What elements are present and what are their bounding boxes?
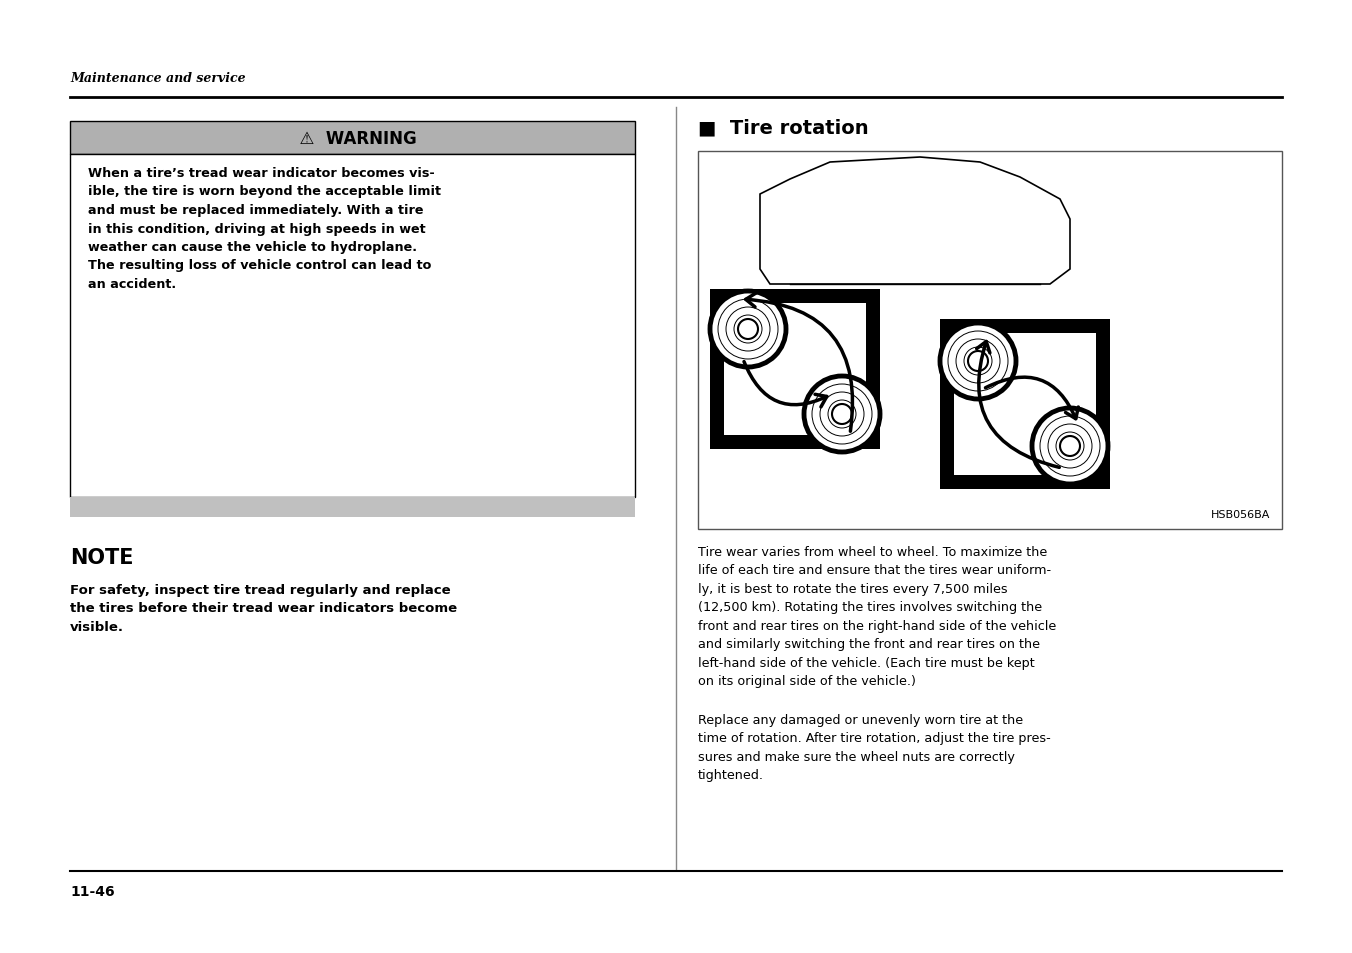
Text: Tire wear varies from wheel to wheel. To maximize the
life of each tire and ensu: Tire wear varies from wheel to wheel. To…	[698, 545, 1056, 688]
Text: When a tire’s tread wear indicator becomes vis-
ible, the tire is worn beyond th: When a tire’s tread wear indicator becom…	[88, 167, 441, 291]
Circle shape	[1060, 436, 1080, 456]
Text: HSB056BA: HSB056BA	[1210, 510, 1270, 519]
Bar	[698, 152, 1282, 530]
Text: ■  Tire rotation: ■ Tire rotation	[698, 118, 868, 137]
Text: 11-46: 11-46	[70, 884, 115, 898]
Text: ⚠  WARNING: ⚠ WARNING	[288, 130, 416, 148]
Bar	[940, 319, 1110, 490]
Circle shape	[968, 352, 988, 372]
Text: NOTE: NOTE	[70, 547, 134, 567]
Bar	[70, 122, 635, 154]
Bar	[955, 334, 1096, 476]
Bar	[70, 497, 635, 517]
Bar	[70, 154, 635, 497]
Circle shape	[710, 292, 786, 368]
Circle shape	[940, 324, 1015, 399]
Circle shape	[738, 319, 758, 339]
Circle shape	[1032, 409, 1109, 484]
Text: Replace any damaged or unevenly worn tire at the
time of rotation. After tire ro: Replace any damaged or unevenly worn tir…	[698, 713, 1051, 781]
Bar	[725, 304, 867, 436]
Text: For safety, inspect tire tread regularly and replace
the tires before their trea: For safety, inspect tire tread regularly…	[70, 583, 457, 634]
Polygon shape	[760, 158, 1069, 285]
Circle shape	[804, 376, 880, 453]
Bar	[710, 290, 880, 450]
Text: Maintenance and service: Maintenance and service	[70, 71, 246, 85]
Circle shape	[831, 405, 852, 424]
